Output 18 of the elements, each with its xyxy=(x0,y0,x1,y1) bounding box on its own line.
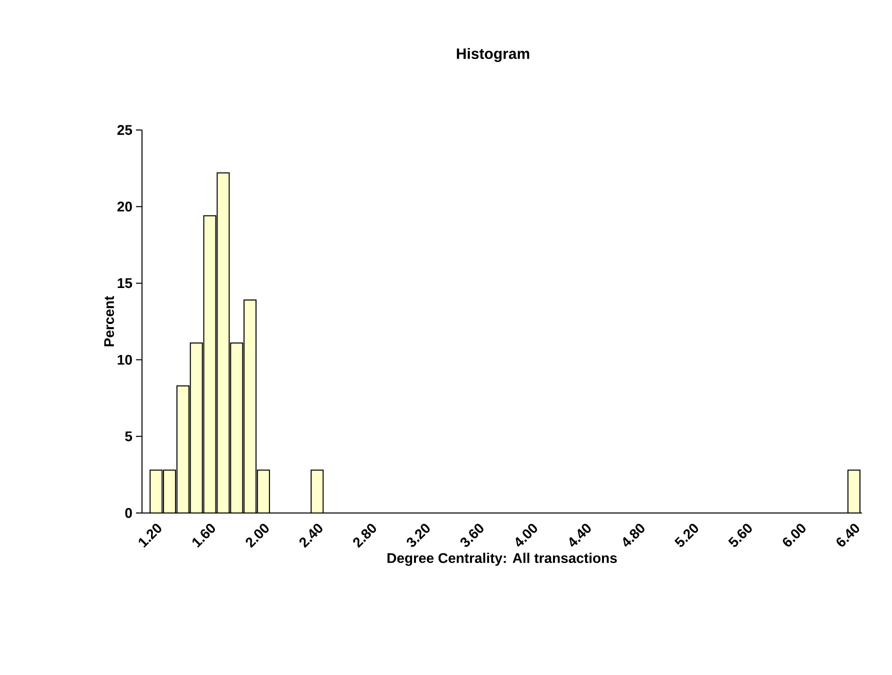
x-tick-label: 6.00 xyxy=(782,524,806,547)
x-tick-label: 5.20 xyxy=(674,524,698,547)
x-tick-label: 4.40 xyxy=(569,524,591,547)
y-tick-label: 20 xyxy=(117,202,132,212)
y-tick-label: 10 xyxy=(118,354,132,365)
x-tick-label: 3.60 xyxy=(460,524,484,547)
x-tick-label: 4.00 xyxy=(516,524,538,547)
y-tick-label: 5 xyxy=(125,432,132,442)
y-tick-label: 25 xyxy=(117,125,132,135)
x-tick-label: 5.60 xyxy=(728,524,752,547)
y-tick-label: 15 xyxy=(118,278,132,288)
chart-title: Histogram xyxy=(456,48,530,62)
x-tick-label: 4.80 xyxy=(623,524,644,547)
y-axis-title: Percent xyxy=(104,296,114,346)
x-tick-label: 6.40 xyxy=(836,524,860,547)
y-tick-label: 0 xyxy=(125,508,132,518)
x-axis-title: Degree Centrality: All transactions xyxy=(388,552,617,566)
x-tick-label: 3.20 xyxy=(406,524,430,547)
